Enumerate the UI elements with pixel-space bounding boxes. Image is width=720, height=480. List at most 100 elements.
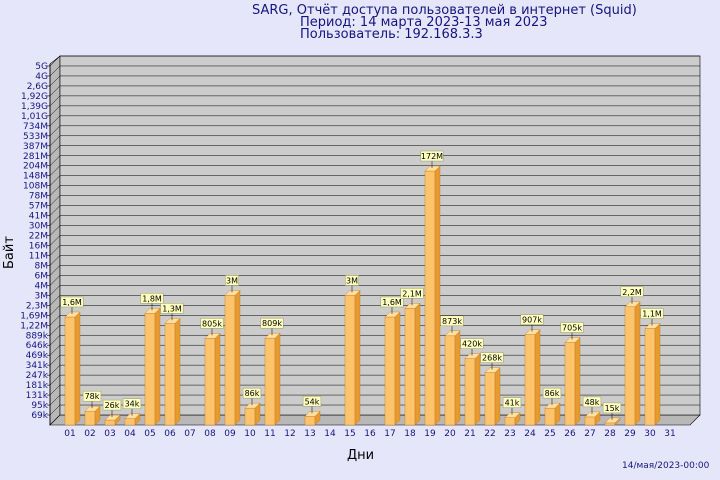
- x-tick-label: 10: [244, 429, 256, 439]
- data-label: 873k: [442, 317, 462, 326]
- y-tick-label: 30M: [29, 222, 48, 232]
- y-axis-label: Байт: [2, 236, 17, 269]
- y-tick-label: 734M: [23, 122, 48, 132]
- data-label-box: [460, 338, 484, 349]
- y-tick-label: 646k: [26, 341, 49, 351]
- x-tick-label: 04: [124, 429, 136, 439]
- bar: [124, 418, 136, 426]
- bar-top: [104, 414, 121, 421]
- bar-top: [144, 308, 161, 314]
- data-label-box: [225, 275, 239, 286]
- bar-side: [274, 332, 281, 426]
- bar-side: [534, 329, 541, 426]
- gridline-side: [49, 195, 61, 206]
- gridline-side: [49, 165, 61, 176]
- y-tick-label: 108M: [23, 182, 48, 192]
- x-tick-label: 05: [144, 429, 155, 439]
- bar-top: [644, 323, 661, 329]
- y-tick-label: 41M: [29, 212, 48, 222]
- gridline-side: [49, 75, 61, 87]
- user-line: Пользователь: 192.168.3.3: [300, 27, 483, 42]
- data-label-box: [420, 150, 444, 162]
- data-label-box: [242, 387, 262, 399]
- y-tick-label: 95k: [31, 401, 48, 411]
- data-label-box: [140, 293, 164, 304]
- x-tick-label: 25: [544, 429, 555, 439]
- x-tick-label: 31: [664, 429, 675, 439]
- data-label: 2,1M: [402, 289, 422, 298]
- bar-top: [264, 332, 281, 339]
- bar-side: [214, 332, 221, 426]
- data-label-box: [160, 303, 184, 314]
- y-tick-label: 247k: [26, 371, 49, 381]
- bar-top: [504, 412, 521, 418]
- data-label: 3M: [226, 276, 238, 285]
- data-label: 41k: [505, 399, 520, 408]
- x-tick-label: 07: [184, 429, 195, 439]
- data-label: 48k: [585, 398, 600, 407]
- x-tick-label: 02: [84, 429, 95, 439]
- bar: [504, 417, 516, 426]
- data-label: 705k: [562, 323, 582, 332]
- x-tick-label: 23: [504, 429, 515, 439]
- bar-side: [494, 367, 501, 426]
- gridline-side: [49, 285, 61, 296]
- bar-side: [474, 353, 481, 426]
- bar-top: [604, 417, 621, 424]
- bar-top: [84, 406, 101, 412]
- gridline-side: [49, 225, 61, 236]
- data-label-box: [302, 396, 322, 407]
- x-tick-label: 09: [224, 429, 236, 439]
- bar-top: [484, 367, 501, 373]
- gridline-side: [49, 65, 61, 77]
- data-label-box: [400, 288, 424, 299]
- bar: [344, 295, 356, 426]
- data-label: 26k: [105, 401, 120, 410]
- data-label-box: [200, 318, 224, 329]
- gridline-side: [49, 265, 61, 276]
- data-label-box: [440, 315, 464, 327]
- data-label: 86k: [545, 389, 560, 398]
- bar-top: [564, 337, 581, 343]
- data-label-box: [520, 314, 544, 325]
- bar: [464, 358, 476, 426]
- bar-top: [164, 318, 181, 324]
- gridline-side: [49, 245, 61, 256]
- bar: [64, 316, 76, 426]
- bar: [384, 316, 396, 426]
- y-tick-label: 1,69M: [20, 311, 48, 321]
- gridline-side: [49, 404, 61, 416]
- bar-top: [204, 333, 221, 339]
- bar: [444, 335, 456, 426]
- data-label: 805k: [202, 319, 222, 328]
- bar-side: [154, 307, 161, 426]
- bar: [304, 416, 316, 426]
- data-label-box: [582, 396, 602, 408]
- data-label-box: [380, 296, 404, 308]
- x-tick-label: 21: [464, 429, 475, 439]
- y-tick-label: 1,92G: [21, 92, 48, 102]
- gridline-side: [49, 185, 61, 196]
- bar-side: [234, 289, 241, 426]
- bar-side: [454, 330, 461, 426]
- x-tick-label: 28: [604, 429, 616, 439]
- y-tick-label: 131k: [26, 391, 49, 401]
- x-tick-label: 26: [564, 429, 576, 439]
- gridline-side: [49, 85, 61, 97]
- data-label-box: [122, 398, 142, 409]
- bar-side: [634, 301, 641, 426]
- bar: [224, 295, 236, 426]
- y-tick-label: 57M: [29, 202, 48, 212]
- bar-side: [574, 337, 581, 426]
- data-label: 907k: [522, 316, 542, 325]
- data-label: 86k: [245, 389, 260, 398]
- x-tick-label: 22: [484, 429, 495, 439]
- gridline-side: [49, 215, 61, 226]
- data-label-box: [480, 352, 504, 363]
- y-tick-label: 181k: [26, 381, 49, 391]
- y-tick-label: 204M: [23, 162, 48, 172]
- data-label-box: [560, 322, 584, 333]
- x-tick-label: 18: [404, 429, 416, 439]
- data-label-box: [60, 296, 84, 308]
